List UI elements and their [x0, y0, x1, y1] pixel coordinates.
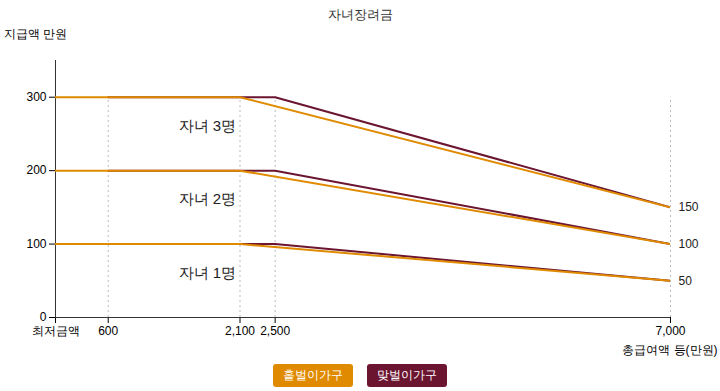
svg-text:150: 150 [679, 200, 699, 214]
svg-text:600: 600 [98, 324, 118, 338]
svg-text:100: 100 [26, 237, 46, 251]
svg-text:자녀 1명: 자녀 1명 [179, 264, 237, 281]
svg-text:최저금액: 최저금액 [32, 324, 80, 338]
svg-text:자녀 2명: 자녀 2명 [179, 190, 237, 207]
svg-text:2,500: 2,500 [260, 324, 290, 338]
html-text:맞벌이가구: 맞벌이가구 [377, 367, 437, 382]
html-text:홑벌이가구: 홑벌이가구 [283, 367, 343, 382]
svg-text:50: 50 [679, 274, 693, 288]
svg-text:100: 100 [679, 237, 699, 251]
svg-text:지급액 만원: 지급액 만원 [4, 27, 67, 41]
svg-text:총급여액 등(만원): 총급여액 등(만원) [622, 343, 717, 357]
svg-text:300: 300 [26, 90, 46, 104]
html-text:자녀장려금: 자녀장려금 [327, 7, 393, 22]
svg-text:자녀 3명: 자녀 3명 [179, 117, 237, 134]
svg-text:200: 200 [26, 163, 46, 177]
svg-text:0: 0 [40, 310, 47, 324]
svg-text:2,100: 2,100 [225, 324, 255, 338]
svg-text:7,000: 7,000 [655, 324, 685, 338]
